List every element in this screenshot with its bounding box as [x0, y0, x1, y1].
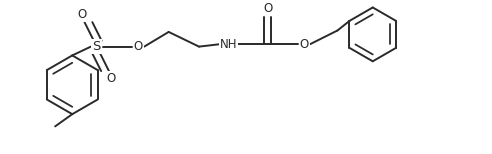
- Text: O: O: [107, 72, 116, 85]
- Text: NH: NH: [219, 38, 237, 51]
- Text: S: S: [92, 40, 101, 53]
- Text: O: O: [134, 40, 143, 53]
- Text: O: O: [77, 8, 87, 21]
- Text: O: O: [300, 38, 309, 51]
- Text: O: O: [263, 2, 272, 15]
